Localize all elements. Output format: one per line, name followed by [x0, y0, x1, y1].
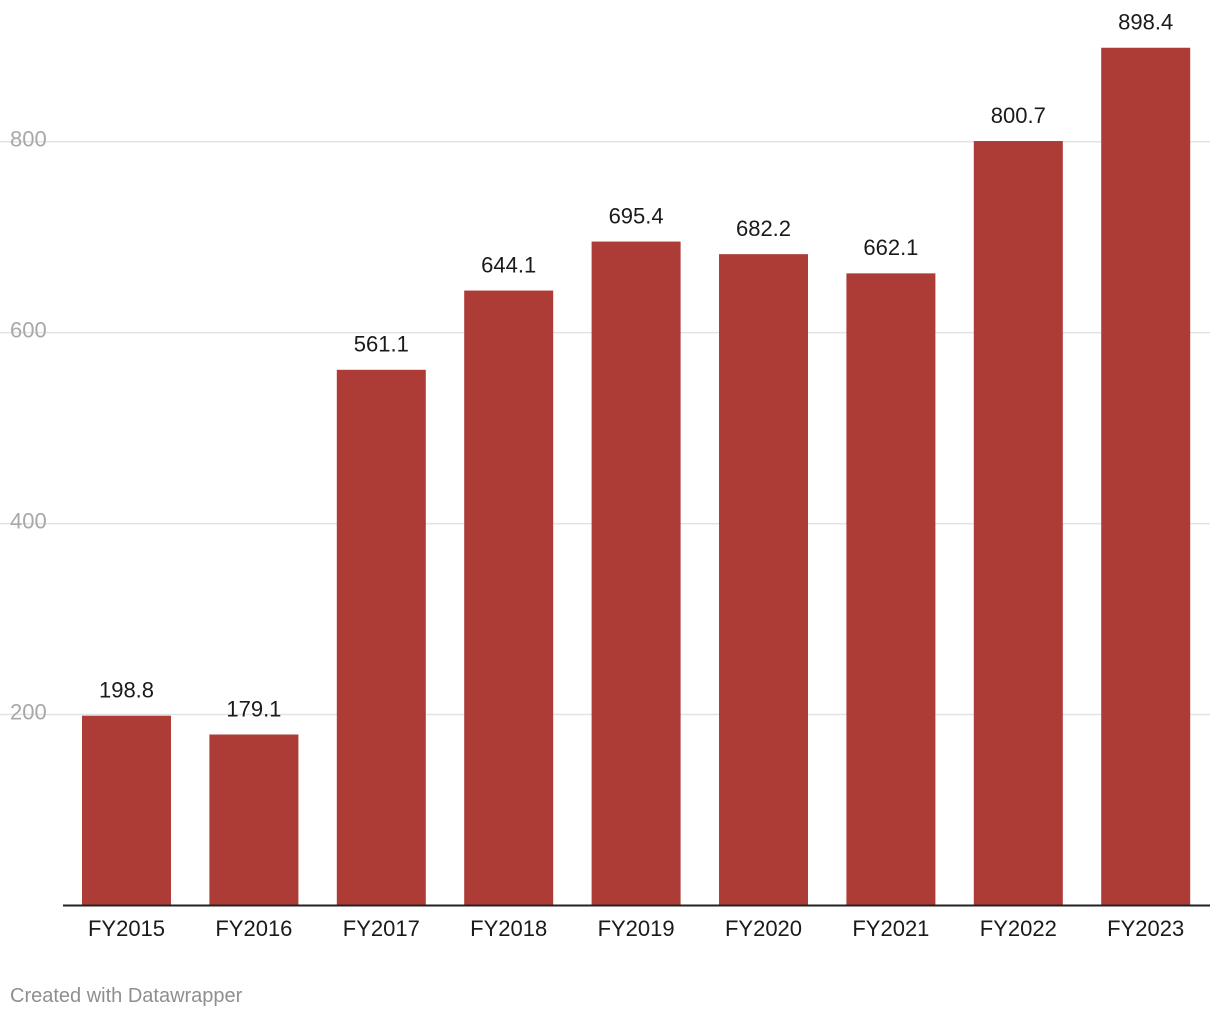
value-label: 695.4: [609, 203, 664, 228]
bar-fy2017: [336, 369, 426, 906]
y-tick-label: 200: [10, 699, 47, 724]
y-tick-label: 400: [10, 508, 47, 533]
x-tick-label: FY2017: [343, 916, 420, 941]
bar-fy2023: [1101, 47, 1191, 906]
credit-text: Created with Datawrapper: [10, 985, 243, 1007]
x-tick-label: FY2015: [88, 916, 165, 941]
value-label: 179.1: [226, 696, 281, 721]
x-tick-label: FY2020: [725, 916, 802, 941]
y-axis-ticks: 200 400 600 800: [10, 127, 47, 725]
bar-fy2021: [846, 273, 936, 906]
y-tick-label: 600: [10, 317, 47, 342]
value-label: 898.4: [1118, 10, 1173, 35]
bars: [82, 47, 1191, 906]
x-tick-label: FY2021: [852, 916, 929, 941]
value-labels: 198.8 179.1 561.1 644.1 695.4 682.2 662.1 800.7…: [99, 10, 1173, 722]
x-tick-label: FY2018: [470, 916, 547, 941]
value-label: 662.1: [863, 235, 918, 260]
bar-fy2019: [591, 241, 681, 906]
bar-fy2020: [719, 254, 808, 906]
x-tick-label: FY2016: [215, 916, 292, 941]
x-tick-label: FY2023: [1107, 916, 1184, 941]
x-tick-label: FY2022: [980, 916, 1057, 941]
value-label: 644.1: [481, 252, 536, 277]
x-axis-categories: FY2015 FY2016 FY2017 FY2018 FY2019 FY2020 FY20…: [88, 916, 1184, 941]
bar-fy2016: [209, 734, 299, 906]
bar-fy2015: [82, 715, 171, 906]
value-label: 561.1: [354, 332, 409, 357]
x-tick-label: FY2019: [598, 916, 675, 941]
bar-fy2018: [464, 290, 554, 906]
value-label: 198.8: [99, 678, 154, 703]
y-tick-label: 800: [10, 127, 47, 152]
value-label: 682.2: [736, 216, 791, 241]
bar-fy2022: [973, 141, 1063, 906]
value-label: 800.7: [991, 103, 1046, 128]
